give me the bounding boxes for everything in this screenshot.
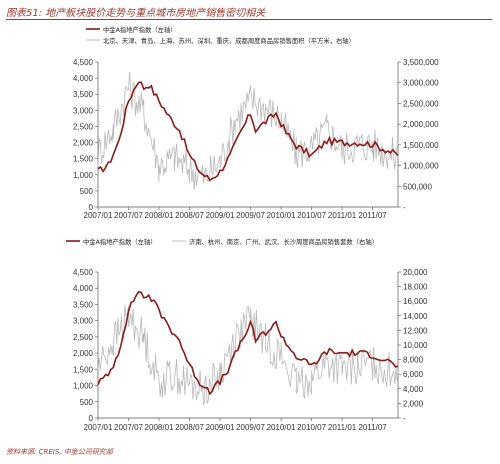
series-line-sales [97,71,399,191]
left-tick-label: 3,500 [73,90,94,99]
legend-label-sales: 北京、天津、青岛、上海、苏州、深圳、重庆、成都周度商品房销售面积（平方米，右轴） [103,36,355,45]
x-tick-label: 2010/01 [267,423,296,432]
right-tick-label: 18,000 [403,283,428,292]
right-tick-label: 20,000 [403,268,428,277]
series-line-index [97,81,399,182]
right-tick-label: 14,000 [403,312,428,321]
series-line-sales [97,304,399,406]
left-tick-label: 1,500 [73,155,94,164]
x-tick-label: 2008/01 [145,423,174,432]
x-tick-label: 2010/07 [297,423,326,432]
right-tick-label: 8,000 [403,356,424,365]
left-tick-label: 3,000 [73,317,94,326]
x-tick-label: 2007/07 [114,423,143,432]
x-tick-label: 2007/07 [114,211,143,220]
figure-title: 图表51: 地产板块股价走势与重点城市房地产销售密切相关 [6,8,266,19]
x-tick-label: 2011/07 [358,423,387,432]
right-tick-label: 3,500,000 [403,58,439,67]
right-tick-label: 1,000,000 [403,162,439,171]
right-tick-label: 500,000 [403,182,432,191]
right-tick-label: 6,000 [403,370,424,379]
left-tick-label: 500 [80,187,94,196]
x-tick-label: 2008/01 [145,211,174,220]
right-tick-label: 10,000 [403,341,428,350]
left-tick-label: 4,000 [73,74,94,83]
x-tick-label: 2008/07 [175,423,204,432]
x-tick-label: 2007/01 [84,423,113,432]
x-tick-label: 2011/01 [328,423,357,432]
right-tick-label: 3,000,000 [403,79,439,88]
x-tick-label: 2009/07 [236,211,265,220]
chart-panel-2: 0 500 1,000 1,500 2,000 2,500 3,000 3,500 4,000 4… [66,237,428,432]
left-tick-label: 2,500 [73,122,94,131]
left-tick-label: 0 [89,414,94,423]
x-tick-label: 2007/01 [84,211,113,220]
right-tick-label: 2,500,000 [403,99,439,108]
right-tick-label: 4,000 [403,385,424,394]
left-tick-label: 1,000 [73,382,94,391]
right-tick-label: - [403,414,406,423]
left-tick-label: 1,000 [73,171,94,180]
left-tick-label: 1,500 [73,365,94,374]
right-tick-label: 16,000 [403,297,428,306]
left-tick-label: 2,000 [73,139,94,148]
left-tick-label: 4,500 [73,268,94,277]
x-tick-label: 2010/07 [297,211,326,220]
right-tick-label: - [403,203,406,212]
left-tick-label: 4,500 [73,58,94,67]
x-tick-label: 2011/07 [358,211,387,220]
left-tick-label: 2,000 [73,349,94,358]
x-tick-label: 2010/01 [267,211,296,220]
left-tick-label: 3,500 [73,300,94,309]
x-tick-label: 2011/01 [328,211,357,220]
title-rule [6,19,492,20]
x-tick-label: 2009/01 [206,423,235,432]
legend-label-index: 中金A指地产指数（左轴） [103,25,177,34]
figure-source: 资料来源: CREIS, 中金公司研究部 [6,448,113,456]
x-tick-label: 2009/01 [206,211,235,220]
x-tick-label: 2009/07 [236,423,265,432]
legend-label-sales: 济南、杭州、南京、广州、武汉、长沙周度商品房销售套数（右轴） [189,237,378,246]
legend-label-index: 中金A指地产指数（左轴） [83,237,157,246]
x-tick-label: 2008/07 [175,211,204,220]
left-tick-label: 500 [80,398,94,407]
right-tick-label: 2,000,000 [403,120,439,129]
left-tick-label: 4,000 [73,284,94,293]
series-line-index [97,291,399,396]
right-tick-label: 12,000 [403,326,428,335]
left-tick-label: 2,500 [73,333,94,342]
right-tick-label: 1,500,000 [403,141,439,150]
right-tick-label: 2,000 [403,399,424,408]
left-tick-label: 0 [89,203,94,212]
chart-panel-1: 0 500 1,000 1,500 2,000 2,500 3,000 3,500 4,000 4… [73,25,439,220]
left-tick-label: 3,000 [73,106,94,115]
